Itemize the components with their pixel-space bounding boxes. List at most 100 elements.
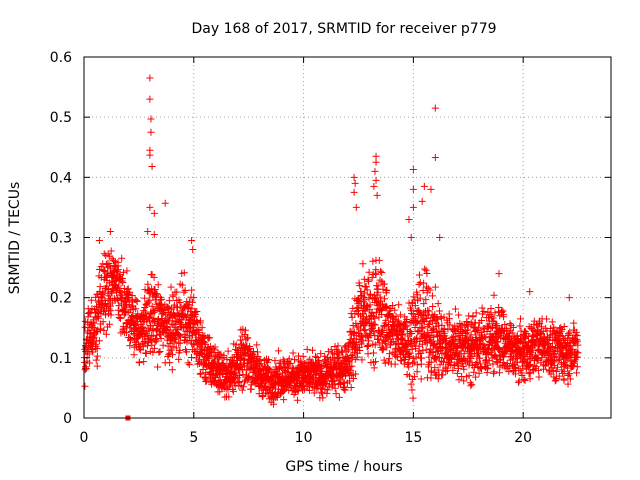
data-point xyxy=(418,323,426,331)
x-axis-ticks: 0 5 10 15 20 xyxy=(80,57,532,446)
data-point xyxy=(515,378,523,386)
data-point xyxy=(470,342,478,350)
data-point xyxy=(355,297,363,305)
data-point xyxy=(335,393,343,401)
data-point xyxy=(359,260,367,268)
data-point xyxy=(419,324,427,332)
data-point xyxy=(154,363,162,371)
data-point xyxy=(149,348,157,356)
data-point xyxy=(245,372,253,380)
data-point xyxy=(391,360,399,368)
data-point xyxy=(372,270,380,278)
data-point xyxy=(365,268,373,276)
data-point xyxy=(380,280,388,288)
data-point xyxy=(107,247,115,255)
data-point xyxy=(182,348,190,356)
data-point xyxy=(178,281,186,289)
data-point-peak xyxy=(352,203,360,211)
data-point xyxy=(283,368,291,376)
data-point xyxy=(478,304,486,312)
data-point xyxy=(173,304,181,312)
data-point xyxy=(455,311,463,319)
data-point xyxy=(493,338,501,346)
data-point xyxy=(427,358,435,366)
data-point-peak xyxy=(147,115,155,123)
data-point xyxy=(126,324,134,332)
data-point xyxy=(190,294,198,302)
data-point xyxy=(118,254,126,262)
data-point xyxy=(352,370,360,378)
data-point xyxy=(459,362,467,370)
data-point xyxy=(330,350,338,358)
data-point xyxy=(359,336,367,344)
data-point xyxy=(400,360,408,368)
data-point xyxy=(505,362,513,370)
data-point xyxy=(371,341,379,349)
data-point xyxy=(356,282,364,290)
data-point xyxy=(436,307,444,315)
data-point xyxy=(202,378,210,386)
data-point xyxy=(214,349,222,357)
data-point xyxy=(96,266,104,274)
x-tick-label: 15 xyxy=(404,430,422,446)
data-point xyxy=(417,360,425,368)
data-point xyxy=(408,345,416,353)
data-point xyxy=(166,359,174,367)
data-point xyxy=(409,394,417,402)
data-point xyxy=(510,360,518,368)
data-point xyxy=(487,312,495,320)
data-point xyxy=(419,346,427,354)
data-point xyxy=(376,293,384,301)
data-point xyxy=(467,355,475,363)
data-point-peak xyxy=(431,104,439,112)
data-point xyxy=(369,257,377,265)
data-point xyxy=(553,363,561,371)
data-point xyxy=(130,351,138,359)
data-point xyxy=(460,350,468,358)
data-point xyxy=(493,322,501,330)
data-point xyxy=(93,352,101,360)
data-point xyxy=(402,321,410,329)
data-point xyxy=(300,386,308,394)
data-point xyxy=(467,331,475,339)
data-point xyxy=(500,311,508,319)
data-point-peak xyxy=(565,294,573,302)
data-point xyxy=(482,334,490,342)
data-point xyxy=(409,359,417,367)
data-point-peak xyxy=(373,191,381,199)
data-point xyxy=(124,285,132,293)
data-point xyxy=(574,341,582,349)
data-point xyxy=(501,320,509,328)
data-point xyxy=(422,266,430,274)
data-point xyxy=(153,290,161,298)
data-point xyxy=(552,367,560,375)
data-point xyxy=(294,396,302,404)
data-point xyxy=(490,368,498,376)
data-point xyxy=(137,346,145,354)
data-point xyxy=(408,330,416,338)
data-point xyxy=(464,322,472,330)
data-point xyxy=(557,327,565,335)
data-point xyxy=(357,325,365,333)
data-point xyxy=(440,313,448,321)
data-point xyxy=(176,346,184,354)
data-point xyxy=(463,318,471,326)
y-tick-label: 0.4 xyxy=(50,170,72,186)
data-point xyxy=(181,333,189,341)
data-point xyxy=(539,335,547,343)
data-point xyxy=(349,375,357,383)
data-point xyxy=(157,300,165,308)
data-point xyxy=(241,326,249,334)
data-point xyxy=(425,363,433,371)
data-point xyxy=(496,312,504,320)
data-point xyxy=(381,338,389,346)
data-point xyxy=(145,313,153,321)
data-point xyxy=(107,311,115,319)
data-point xyxy=(386,350,394,358)
data-point xyxy=(548,343,556,351)
y-tick-label: 0.1 xyxy=(50,351,72,367)
data-point-peak xyxy=(420,182,428,190)
data-point xyxy=(425,320,433,328)
data-point-peak xyxy=(146,74,154,82)
data-point xyxy=(375,256,383,264)
